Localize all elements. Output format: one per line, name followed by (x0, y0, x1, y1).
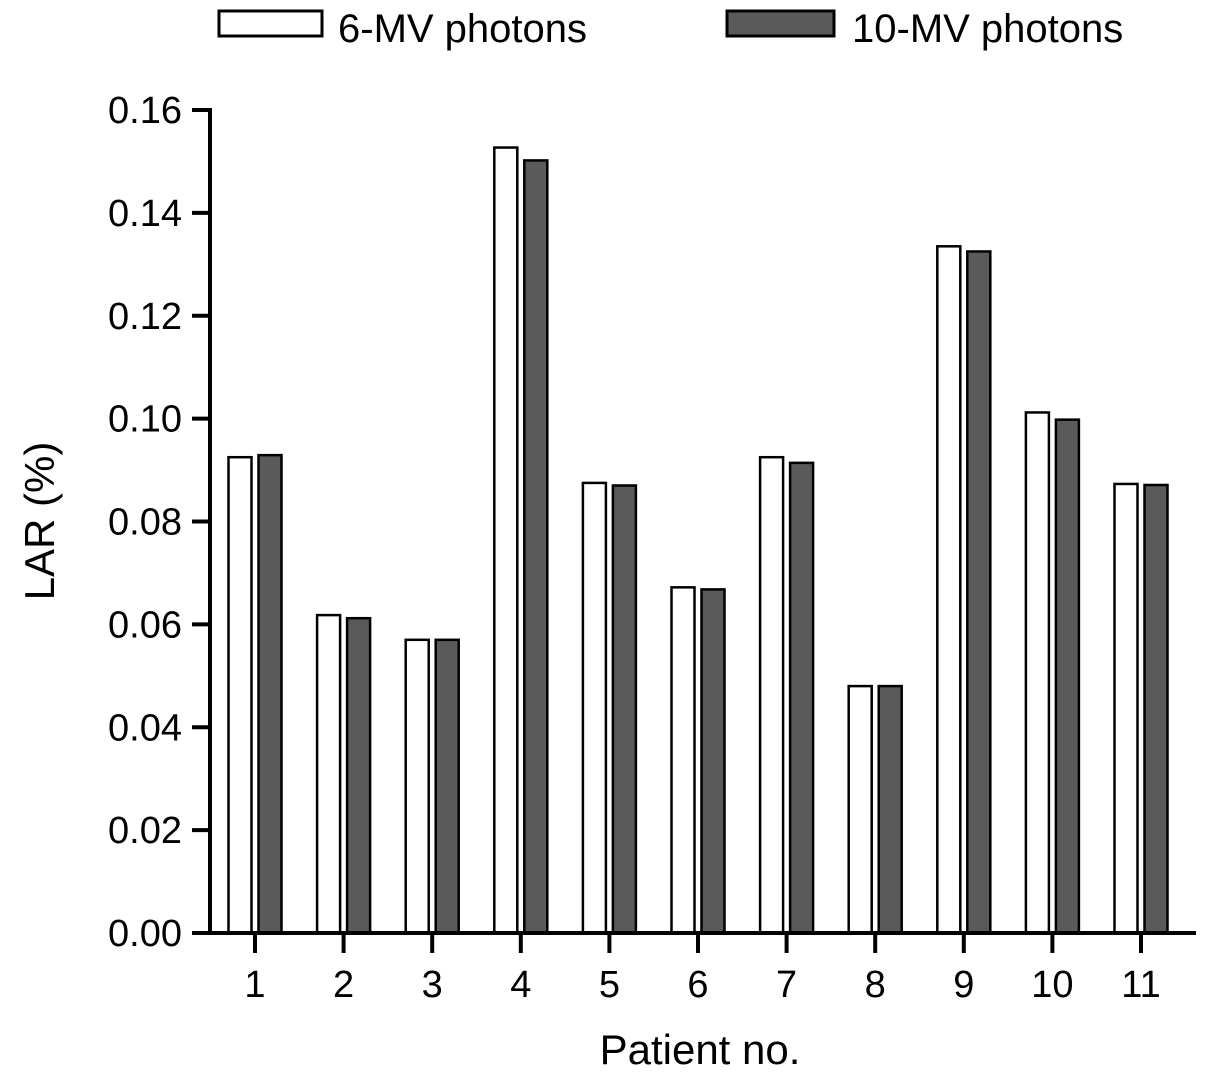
x-tick-label: 4 (510, 964, 531, 1006)
y-tick-label: 0.10 (108, 399, 182, 441)
y-axis-ticks: 0.00 0.02 0.04 0.06 0.08 0.10 0.12 0.14 0.16 (108, 90, 210, 955)
bar-10mv-patient-4 (523, 159, 549, 935)
bar-6mv-patient-2 (315, 613, 342, 935)
bar-6mv-patient-5 (581, 481, 608, 935)
bar-10mv-patient-1 (257, 453, 283, 935)
y-tick-label: 0.12 (108, 296, 182, 338)
x-tick-label: 11 (1121, 964, 1160, 1006)
bar-6mv-patient-11 (1113, 482, 1139, 935)
bar-6mv-patient-10 (1024, 411, 1051, 935)
y-tick-label: 0.14 (108, 193, 182, 235)
y-tick-label: 0.04 (108, 707, 182, 749)
x-tick-label: 2 (333, 964, 354, 1006)
x-tick-label: 6 (687, 964, 708, 1006)
bar-10mv-patient-7 (788, 461, 815, 935)
bar-10mv-patient-5 (611, 484, 638, 935)
x-tick-label: 1 (244, 964, 265, 1006)
legend-swatch-6mv (217, 9, 324, 38)
y-tick-label: 0.06 (108, 604, 182, 646)
x-tick-label: 10 (1031, 964, 1073, 1006)
x-axis-ticks: 1 2 3 4 5 6 7 8 9 10 11 (244, 933, 1161, 1006)
y-tick-label: 0.08 (108, 502, 182, 544)
y-tick-label: 0.16 (108, 90, 182, 132)
bar-10mv-patient-9 (966, 250, 992, 935)
legend-swatch-10mv (725, 9, 836, 38)
y-axis-title: LAR (%) (16, 442, 63, 601)
bar-6mv-patient-3 (404, 638, 430, 935)
bar-10mv-patient-11 (1143, 483, 1169, 935)
x-tick-label: 9 (953, 964, 974, 1006)
x-tick-label: 8 (865, 964, 886, 1006)
x-tick-label: 5 (599, 964, 620, 1006)
bar-10mv-patient-6 (700, 588, 726, 935)
bar-10mv-patient-8 (877, 684, 903, 935)
legend: 6-MV photons 10-MV photons (217, 7, 1123, 51)
bar-10mv-patient-10 (1054, 418, 1081, 935)
bar-10mv-patient-2 (345, 616, 372, 935)
bar-6mv-patient-1 (227, 455, 253, 935)
legend-label-6mv: 6-MV photons (338, 7, 587, 51)
bar-6mv-patient-8 (847, 684, 873, 935)
legend-label-10mv: 10-MV photons (852, 7, 1123, 51)
bar-10mv-patient-3 (434, 638, 460, 935)
x-tick-label: 3 (422, 964, 443, 1006)
bar-6mv-patient-9 (936, 245, 962, 935)
bars (227, 146, 1169, 935)
x-tick-label: 7 (776, 964, 797, 1006)
bar-6mv-patient-6 (670, 586, 696, 935)
y-tick-label: 0.00 (108, 913, 182, 955)
bar-6mv-patient-4 (493, 146, 519, 935)
bar-6mv-patient-7 (758, 455, 785, 935)
y-tick-label: 0.02 (108, 810, 182, 852)
x-axis-title: Patient no. (600, 1026, 801, 1073)
